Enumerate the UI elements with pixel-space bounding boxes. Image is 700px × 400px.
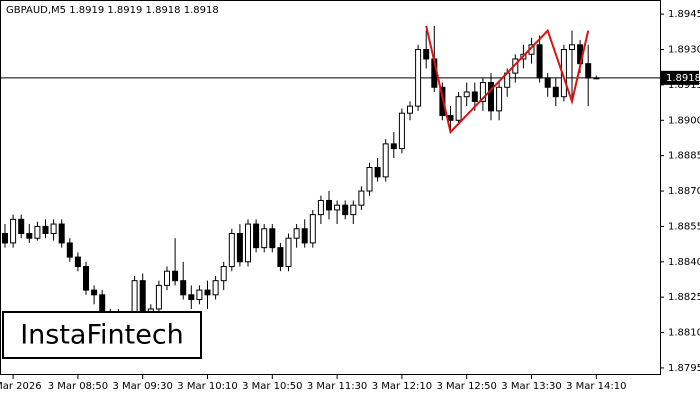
candle-body	[220, 266, 227, 282]
candle-body	[407, 105, 413, 114]
candle-body	[358, 190, 365, 206]
x-tick-label: 3 Mar 10:10	[177, 381, 237, 392]
x-tick-label: 3 Mar 12:50	[436, 381, 496, 392]
candle-body	[366, 166, 373, 192]
candle-body	[74, 256, 81, 268]
candle-body	[285, 237, 292, 268]
x-tick-label: 3 Mar 13:30	[501, 381, 561, 392]
candle-body	[479, 82, 486, 102]
x-tick-label: 3 Mar 12:10	[372, 381, 432, 392]
y-tick-label: 1.8915	[668, 80, 700, 91]
candle-body	[172, 270, 179, 282]
candle-body	[552, 86, 559, 98]
candle-body	[326, 199, 332, 211]
candle-body	[196, 289, 203, 301]
candle-body	[544, 77, 551, 88]
candle-body	[180, 280, 187, 296]
candle-body	[569, 44, 575, 51]
candle-body	[447, 115, 454, 121]
y-tick-label: 1.8825	[668, 292, 700, 303]
candle-body	[390, 143, 397, 150]
candle-body	[293, 228, 300, 239]
chart-title: GBPAUD,M5 1.8919 1.8919 1.8918 1.8918	[6, 5, 219, 16]
candle-body	[382, 143, 389, 178]
x-tick-label: 3 Mar 08:50	[48, 381, 108, 392]
y-tick-label: 1.8855	[668, 221, 700, 232]
x-tick-label: 3 Mar 10:50	[242, 381, 302, 392]
x-tick-label: 3 Mar 14:10	[566, 381, 626, 392]
candle-body	[269, 228, 276, 249]
candle-body	[334, 204, 341, 211]
candle-body	[164, 270, 170, 286]
candle-body	[66, 242, 73, 258]
logo-box	[2, 311, 202, 359]
candle-body	[236, 232, 243, 263]
y-tick-label: 1.8930	[668, 45, 700, 56]
candle-body	[463, 91, 470, 98]
candle-body	[58, 223, 65, 244]
candle-body	[204, 289, 211, 296]
candle-body	[50, 223, 57, 234]
candle-body	[10, 218, 17, 244]
candle-body	[245, 223, 251, 263]
candle-body	[455, 96, 462, 121]
y-tick-label: 1.8840	[668, 257, 700, 268]
candle-body	[374, 166, 381, 178]
y-tick-label: 1.8810	[668, 328, 700, 339]
candle-body	[83, 266, 89, 291]
candle-body	[155, 284, 162, 310]
y-tick-label: 1.8870	[668, 186, 700, 197]
y-tick-label: 1.8795	[668, 363, 700, 374]
candle-body	[18, 218, 25, 234]
candle-body	[488, 82, 494, 112]
candle-body	[415, 49, 422, 107]
candle-body	[34, 225, 41, 239]
candle-body	[228, 232, 235, 268]
candle-body	[212, 280, 219, 296]
candle-body	[42, 225, 49, 234]
candle-body	[261, 228, 268, 249]
candle-body	[91, 289, 98, 296]
candle-body	[317, 199, 324, 216]
pattern-line	[425, 25, 590, 135]
candle-body	[350, 204, 357, 216]
y-tick-label: 1.8945	[668, 9, 700, 20]
candle-body	[188, 294, 195, 301]
watermark: InstaFintech	[20, 320, 184, 351]
current-price-label: 1.8918	[666, 73, 700, 84]
candle-body	[277, 247, 284, 268]
candle-body	[471, 91, 478, 102]
x-tick-label: 3 Mar 09:30	[112, 381, 172, 392]
candle-body	[593, 77, 600, 80]
y-tick-label: 1.8885	[668, 151, 700, 162]
x-tick-label: 3 Mar 11:30	[307, 381, 367, 392]
candle-body	[439, 86, 446, 117]
x-tick-label: 3 Mar 2026	[0, 381, 42, 392]
candle-body	[585, 63, 592, 79]
candle-body	[253, 223, 260, 249]
candle-body	[398, 112, 405, 150]
candle-body	[309, 214, 316, 244]
candle-body	[2, 232, 8, 244]
candle-body	[301, 228, 308, 244]
candle-body	[423, 49, 430, 60]
candle-body	[26, 232, 33, 239]
candle-body	[342, 204, 349, 216]
candle-body	[496, 86, 503, 112]
candle-body	[536, 44, 543, 79]
y-tick-label: 1.8900	[668, 115, 700, 126]
current-price-box	[661, 70, 699, 85]
